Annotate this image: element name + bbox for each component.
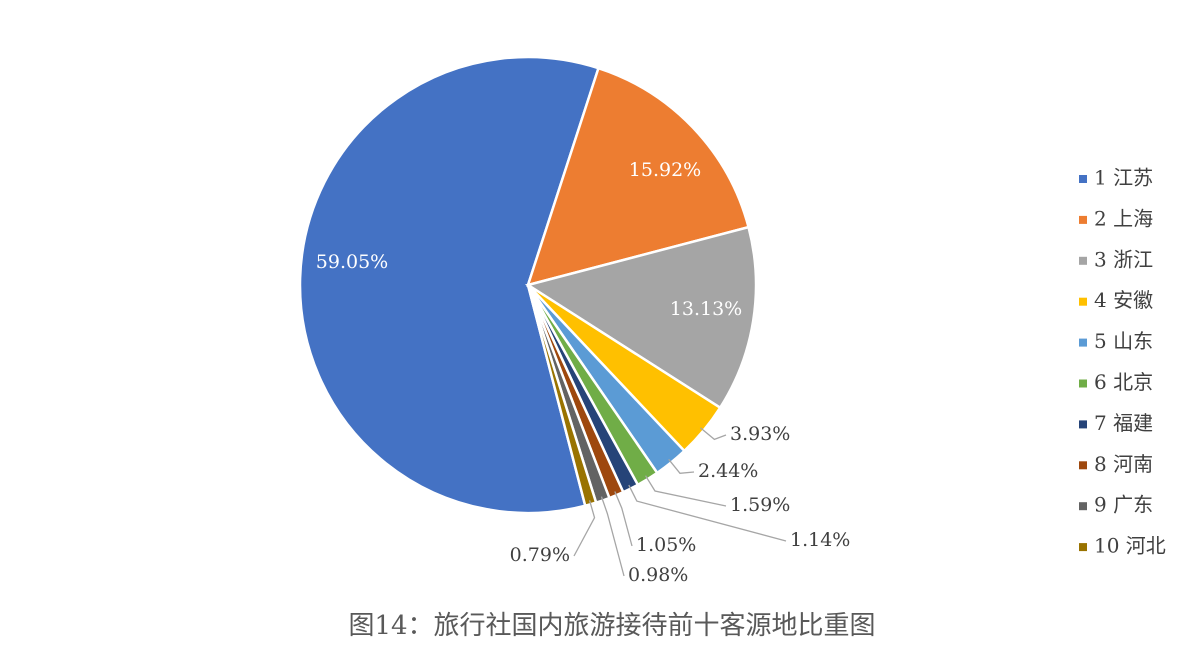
- legend-label: 6 北京: [1094, 370, 1153, 394]
- legend-label: 10 河北: [1094, 534, 1166, 558]
- legend-swatch: [1079, 256, 1087, 265]
- pie-slice: [298, 55, 601, 515]
- data-label: 13.13%: [670, 298, 742, 320]
- legend-swatch: [1079, 502, 1087, 511]
- data-label: 0.79%: [510, 544, 570, 566]
- legend-label: 7 福建: [1094, 411, 1153, 435]
- leader-line: [668, 458, 695, 475]
- legend-label: 3 浙江: [1094, 247, 1153, 271]
- legend-label: 8 河南: [1094, 452, 1153, 476]
- legend-label: 5 山东: [1094, 329, 1153, 353]
- data-label: 2.44%: [698, 460, 758, 482]
- leader-line: [614, 491, 633, 547]
- data-label: 15.92%: [629, 159, 701, 181]
- legend-swatch: [1079, 297, 1087, 306]
- data-label: 0.98%: [628, 564, 688, 586]
- pie-slice: [526, 66, 751, 287]
- leader-line: [644, 475, 727, 507]
- legend-swatch: [1079, 543, 1087, 552]
- legend-label: 2 上海: [1094, 206, 1153, 230]
- data-label: 1.05%: [636, 534, 696, 556]
- legend-swatch: [1079, 338, 1087, 347]
- pie-slice: [524, 225, 758, 410]
- chart-title: 图14：旅行社国内旅游接待前十客源地比重图: [348, 611, 875, 641]
- leader-line: [573, 500, 596, 557]
- leader-line: [600, 496, 625, 577]
- legend-swatch: [1079, 379, 1087, 388]
- data-label: 3.93%: [730, 423, 790, 445]
- data-label: 1.59%: [730, 494, 790, 516]
- legend-label: 1 江苏: [1094, 166, 1153, 190]
- legend-label: 9 广东: [1094, 493, 1153, 517]
- data-label: 59.05%: [316, 251, 388, 273]
- data-label: 1.14%: [790, 529, 850, 551]
- leader-line: [700, 427, 727, 441]
- legend-swatch: [1079, 420, 1087, 429]
- leader-line: [628, 484, 787, 542]
- legend-label: 4 安徽: [1094, 288, 1153, 312]
- legend-swatch: [1079, 215, 1087, 224]
- legend-swatch: [1079, 461, 1087, 470]
- legend-swatch: [1079, 175, 1087, 183]
